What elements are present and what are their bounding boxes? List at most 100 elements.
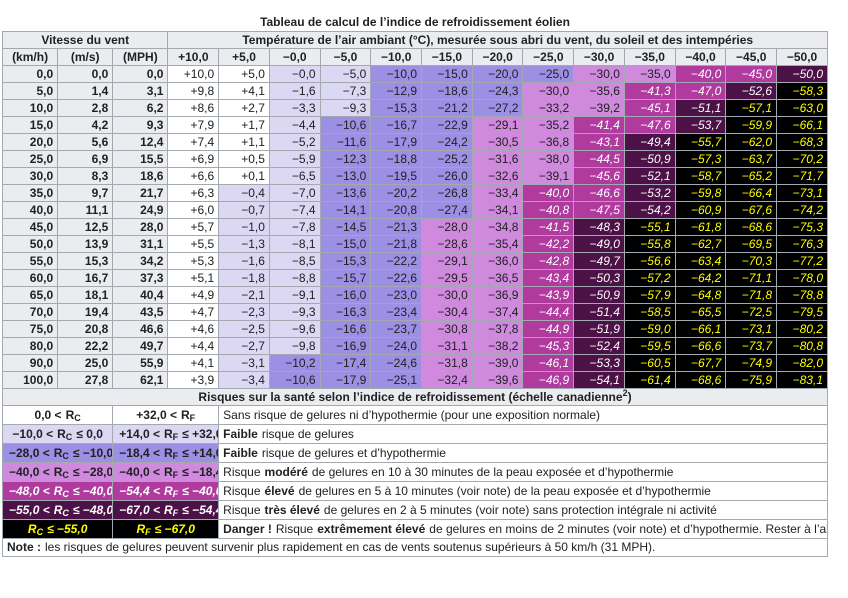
description-segment: extrêmement élevé [317, 521, 426, 536]
bound-low: 0,0 < [34, 407, 62, 422]
wind-chill-cell: −20,0 [471, 65, 524, 83]
bound-high: ≤ −67,0 [154, 521, 195, 536]
column-header: −20,0 [471, 48, 524, 66]
legend-heading-end: ) [627, 389, 632, 404]
wind-chill-cell: +7,9 [167, 116, 220, 134]
wind-chill-table-container: Tableau de calcul de l’indice de refroid… [1, 14, 828, 557]
wind-chill-cell: −21,2 [421, 99, 473, 117]
data-row: 100,0 27,8 62,1 +3,9 −3,4 −10,6 −17,9 −25,1 −32,… [1, 371, 828, 389]
index-subscript: F [145, 526, 151, 537]
wind-chill-cell: −43,1 [573, 133, 625, 151]
wind-speed-cell: 1,4 [57, 82, 114, 100]
wind-chill-cell: +0,5 [218, 150, 270, 168]
wind-speed-cell: 6,9 [57, 150, 114, 168]
wind-chill-cell: −66,6 [674, 337, 727, 355]
wind-chill-cell: −26,0 [421, 167, 473, 185]
bound-low: −40,0 < [119, 464, 160, 479]
wind-chill-cell: +5,5 [167, 235, 220, 253]
wind-chill-cell: −42,2 [522, 235, 575, 253]
wind-chill-cell: −73,1 [725, 320, 778, 338]
wind-chill-cell: −24,0 [370, 337, 423, 355]
wind-chill-cell: −61,8 [674, 218, 727, 236]
wind-speed-cell: 16,7 [57, 269, 114, 287]
column-header: −5,0 [319, 48, 372, 66]
description-segment: Faible [223, 426, 258, 441]
wind-chill-cell: −52,6 [725, 82, 778, 100]
column-header: −0,0 [268, 48, 321, 66]
description-segment: modéré [264, 464, 308, 479]
wind-chill-cell: −9,6 [268, 320, 321, 338]
wind-chill-cell: −70,3 [725, 252, 778, 270]
wind-chill-cell: −17,9 [370, 133, 423, 151]
wind-chill-cell: −42,8 [522, 252, 575, 270]
bound-low: −48,0 < [9, 483, 50, 498]
wind-speed-cell: 25,0 [1, 150, 59, 168]
wind-speed-cell: 37,3 [112, 269, 169, 287]
wind-chill-cell: −7,3 [319, 82, 372, 100]
wind-chill-cell: −66,4 [725, 184, 778, 202]
wind-chill-cell: −24,2 [421, 133, 473, 151]
wind-chill-cell: −29,5 [421, 269, 473, 287]
wind-chill-cell: +5,7 [167, 218, 220, 236]
description-segment: de gelures en 2 à 5 minutes (voir note) … [323, 502, 717, 517]
wind-chill-cell: −16,3 [319, 303, 372, 321]
description-segment: très élevé [264, 502, 320, 517]
wind-chill-cell: −30,5 [471, 133, 524, 151]
risk-description: Faible risque de gelures et d’hypothermie [218, 443, 828, 463]
rf-range: −67,0 < RF ≤ −54,4 [112, 500, 220, 520]
wind-chill-cell: −55,8 [623, 235, 676, 253]
wind-chill-cell: −25,0 [522, 65, 575, 83]
wind-chill-cell: −12,3 [319, 150, 372, 168]
note-segment: Note : [7, 540, 41, 554]
wind-chill-cell: −37,8 [471, 320, 524, 338]
wind-chill-cell: −47,5 [573, 201, 625, 219]
risk-description: Risque élevé de gelures en 5 à 10 minutes … [218, 481, 828, 501]
wind-chill-cell: −29,1 [421, 252, 473, 270]
bound-low: −55,0 < [9, 502, 50, 517]
column-header: −15,0 [421, 48, 473, 66]
wind-speed-cell: 8,3 [57, 167, 114, 185]
wind-chill-cell: −39,1 [522, 167, 575, 185]
wind-chill-cell: −22,9 [421, 116, 473, 134]
rf-range: RF ≤ −67,0 [112, 519, 220, 539]
wind-chill-cell: −38,2 [471, 337, 524, 355]
wind-chill-cell: −1,6 [218, 252, 270, 270]
wind-chill-cell: −1,6 [268, 82, 321, 100]
wind-chill-cell: −22,2 [370, 252, 423, 270]
rc-range: −40,0 < RC ≤ −28,0 [1, 462, 114, 482]
index-symbol: RF [164, 502, 179, 518]
wind-chill-cell: −49,0 [573, 235, 625, 253]
wind-chill-cell: −63,4 [674, 252, 727, 270]
note-segment: les risques de gelures peuvent survenir … [45, 540, 656, 554]
wind-chill-cell: −12,9 [370, 82, 423, 100]
wind-chill-cell: −25,2 [421, 150, 473, 168]
wind-speed-cell: 10,0 [1, 99, 59, 117]
wind-chill-cell: −45,1 [623, 99, 676, 117]
wind-chill-cell: −45,6 [573, 167, 625, 185]
wind-chill-cell: −32,6 [471, 167, 524, 185]
data-row: 25,0 6,9 15,5 +6,9 +0,5 −5,9 −12,3 −18,8 −25,2 −3… [1, 150, 828, 168]
rc-range: −28,0 < RC ≤ −10,0 [1, 443, 114, 463]
data-row: 35,0 9,7 21,7 +6,3 −0,4 −7,0 −13,6 −20,2 −26,8 −3… [1, 184, 828, 202]
wind-chill-cell: −45,3 [522, 337, 575, 355]
wind-speed-cell: 50,0 [1, 235, 59, 253]
wind-chill-cell: −23,0 [370, 286, 423, 304]
wind-chill-cell: −62,7 [674, 235, 727, 253]
index-symbol: RC [53, 483, 69, 499]
wind-chill-cell: −79,5 [776, 303, 828, 321]
wind-chill-cell: −13,6 [319, 184, 372, 202]
wind-speed-cell: 60,0 [1, 269, 59, 287]
wind-chill-cell: −39,2 [573, 99, 625, 117]
rc-range: 0,0 < RC [1, 405, 114, 425]
wind-chill-cell: −58,3 [776, 82, 828, 100]
index-subscript: F [189, 412, 196, 423]
wind-chill-cell: +9,8 [167, 82, 220, 100]
wind-chill-cell: −36,9 [471, 286, 524, 304]
wind-chill-cell: −66,1 [776, 116, 828, 134]
wind-chill-cell: −0,7 [218, 201, 270, 219]
wind-chill-cell: −51,4 [573, 303, 625, 321]
wind-chill-cell: −18,8 [370, 150, 423, 168]
data-row: 80,0 22,2 49,7 +4,4 −2,7 −9,8 −16,9 −24,0 −31,1−… [1, 337, 828, 355]
legend-heading: Risques sur la santé selon l’indice de r… [2, 388, 828, 406]
index-symbol: RC [65, 407, 81, 423]
